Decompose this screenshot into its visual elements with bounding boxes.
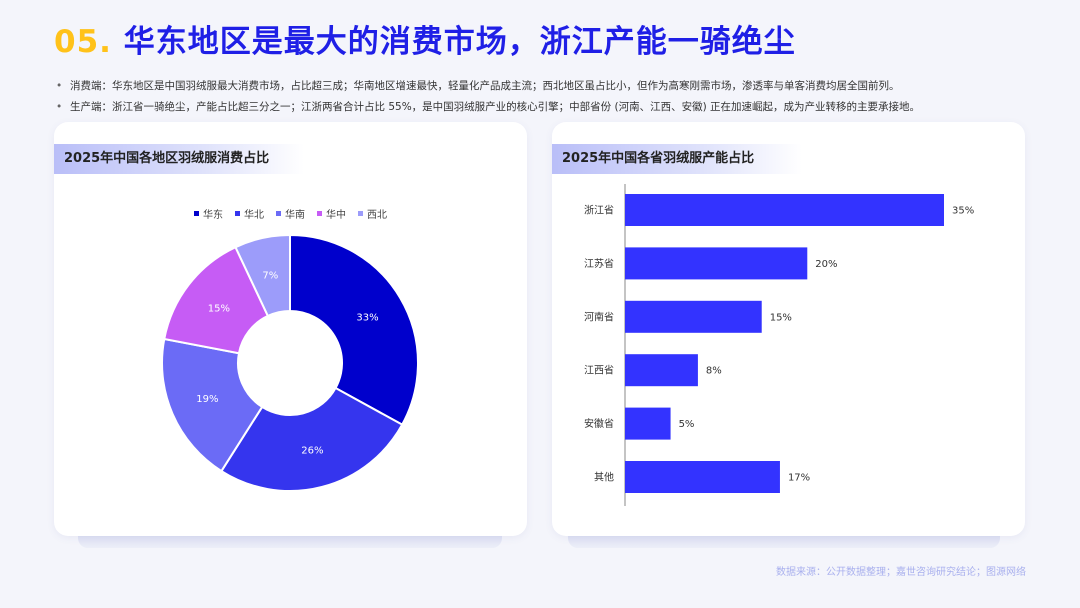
bar — [625, 407, 671, 440]
bar-value-label: 35% — [952, 206, 974, 217]
legend-label: 华东 — [203, 210, 223, 221]
donut-slice — [220, 386, 404, 492]
donut-chart-title: 2025年中国各地区羽绒服消费占比 — [54, 144, 304, 174]
donut-slice — [234, 233, 291, 318]
slice-label: 19% — [196, 394, 218, 405]
slice-label: 7% — [262, 271, 278, 282]
bar-card: 2025年中国各省羽绒服产能占比 浙江省 35% 江苏省 20% 河南省 15% 江西省 8%… — [552, 122, 1025, 536]
legend-label: 西北 — [367, 210, 387, 221]
legend-item: 华北 — [235, 206, 264, 221]
legend-item: 华东 — [194, 206, 223, 221]
legend-label: 华中 — [326, 210, 346, 221]
bar — [625, 194, 944, 226]
card-shadow-right — [568, 534, 1000, 548]
donut-slice — [161, 337, 264, 473]
legend-swatch — [235, 211, 240, 216]
legend-swatch — [276, 211, 281, 216]
donut-slice — [289, 233, 419, 427]
title-number: 05. — [54, 24, 112, 60]
source-footer: 数据来源：公开数据整理；嘉世咨询研究结论；图源网络 — [776, 567, 1026, 578]
bar-chart: 浙江省 35% 江苏省 20% 河南省 15% 江西省 8% 安徽省 5% 其他 17% — [584, 184, 974, 506]
legend-swatch — [358, 211, 363, 216]
bar — [625, 247, 808, 280]
bullet-consumption: 消费端：华东地区是中国羽绒服最大消费市场，占比超三成；华南地区增速最快，轻量化产… — [56, 76, 1036, 97]
bar — [625, 300, 762, 333]
bar-value-label: 15% — [770, 312, 792, 323]
donut-chart: 33% 26% 19% 15% 7% — [161, 233, 419, 492]
category-label: 江苏省 — [584, 257, 614, 270]
donut-legend: 华东 华北 华南 华中 西北 — [54, 206, 527, 221]
legend-label: 华南 — [285, 210, 305, 221]
donut-card: 2025年中国各地区羽绒服消费占比 华东 华北 华南 华中 西北 33% 26% 19% 15… — [54, 122, 527, 536]
bar-value-label: 8% — [706, 366, 722, 377]
legend-item: 华南 — [276, 206, 305, 221]
title-text: 华东地区是最大的消费市场，浙江产能一骑绝尘 — [123, 24, 796, 60]
bar — [625, 354, 698, 387]
legend-item: 华中 — [317, 206, 346, 221]
bar-value-label: 5% — [679, 419, 695, 430]
bullet-list: 消费端：华东地区是中国羽绒服最大消费市场，占比超三成；华南地区增速最快，轻量化产… — [56, 76, 1036, 118]
legend-item: 西北 — [358, 206, 387, 221]
legend-swatch — [194, 211, 199, 216]
bar — [625, 461, 780, 493]
category-label: 浙江省 — [584, 204, 614, 217]
legend-label: 华北 — [244, 210, 264, 221]
bullet-production: 生产端：浙江省一骑绝尘，产能占比超三分之一；江浙两省合计占比 55%，是中国羽绒… — [56, 97, 1036, 118]
category-label: 安徽省 — [584, 417, 614, 430]
legend-swatch — [317, 211, 322, 216]
bar-chart-title: 2025年中国各省羽绒服产能占比 — [552, 144, 802, 174]
slice-label: 26% — [301, 446, 323, 457]
category-label: 河南省 — [584, 310, 614, 323]
bar-value-label: 17% — [788, 473, 810, 484]
category-label: 江西省 — [584, 364, 614, 377]
slice-label: 15% — [208, 303, 230, 314]
slice-label: 33% — [356, 313, 378, 324]
page-title: 05. 华东地区是最大的消费市场，浙江产能一骑绝尘 — [54, 16, 796, 61]
category-label: 其他 — [594, 471, 614, 484]
bar-value-label: 20% — [815, 259, 837, 270]
card-shadow-left — [78, 534, 502, 548]
